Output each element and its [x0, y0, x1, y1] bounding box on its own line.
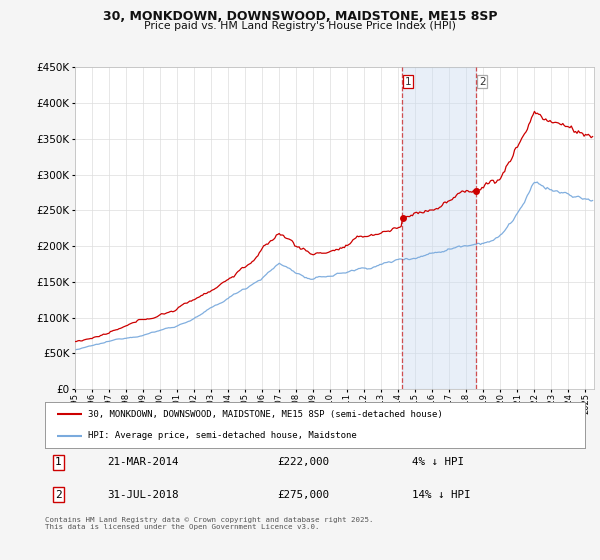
Text: Price paid vs. HM Land Registry's House Price Index (HPI): Price paid vs. HM Land Registry's House …	[144, 21, 456, 31]
Point	[398, 213, 407, 222]
Text: 4% ↓ HPI: 4% ↓ HPI	[412, 457, 464, 467]
Text: 2: 2	[55, 490, 62, 500]
Text: 21-MAR-2014: 21-MAR-2014	[107, 457, 179, 467]
Text: 14% ↓ HPI: 14% ↓ HPI	[412, 490, 471, 500]
Text: 2: 2	[479, 77, 485, 87]
Text: 30, MONKDOWN, DOWNSWOOD, MAIDSTONE, ME15 8SP (semi-detached house): 30, MONKDOWN, DOWNSWOOD, MAIDSTONE, ME15…	[88, 410, 443, 419]
Text: 1: 1	[404, 77, 411, 87]
Text: 30, MONKDOWN, DOWNSWOOD, MAIDSTONE, ME15 8SP: 30, MONKDOWN, DOWNSWOOD, MAIDSTONE, ME15…	[103, 10, 497, 23]
Text: £222,000: £222,000	[277, 457, 329, 467]
Point	[472, 186, 481, 195]
Text: HPI: Average price, semi-detached house, Maidstone: HPI: Average price, semi-detached house,…	[88, 431, 357, 440]
Text: 1: 1	[55, 457, 62, 467]
Text: £275,000: £275,000	[277, 490, 329, 500]
Text: Contains HM Land Registry data © Crown copyright and database right 2025.
This d: Contains HM Land Registry data © Crown c…	[45, 517, 373, 530]
Text: 31-JUL-2018: 31-JUL-2018	[107, 490, 179, 500]
Bar	[402, 67, 476, 389]
